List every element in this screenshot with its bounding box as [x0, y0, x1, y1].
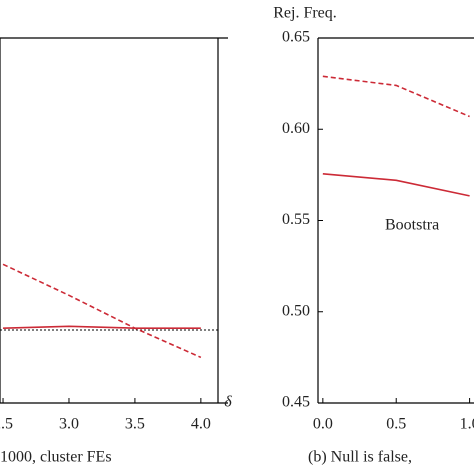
- y-tick-label: 0.45: [282, 394, 310, 411]
- x-tick-label: 3.0: [59, 416, 79, 433]
- x-tick-label: 2.5: [0, 416, 13, 433]
- x-tick-label: 0.5: [386, 416, 406, 433]
- series-line: [322, 172, 470, 197]
- x-tick-label: 1.0: [460, 416, 474, 433]
- y-tick-label: 0.60: [282, 120, 310, 137]
- axis-title: Rej. Freq.: [273, 5, 337, 22]
- x-tick-label: 4.0: [191, 416, 211, 433]
- x-tick-label: 0.0: [313, 416, 333, 433]
- y-tick-label: 0.55: [282, 211, 310, 228]
- y-tick-label: 0.65: [282, 29, 310, 46]
- x-tick-label: 3.5: [125, 416, 145, 433]
- annotation: Bootstra: [385, 217, 439, 234]
- caption: (b) Null is false,: [308, 449, 412, 466]
- series-line: [2, 263, 202, 359]
- x-axis-label: δ: [224, 394, 232, 411]
- series-line: [3, 325, 201, 329]
- series-line: [322, 75, 470, 118]
- caption: 1000, cluster FEs: [0, 449, 112, 466]
- y-tick-label: 0.50: [282, 302, 310, 319]
